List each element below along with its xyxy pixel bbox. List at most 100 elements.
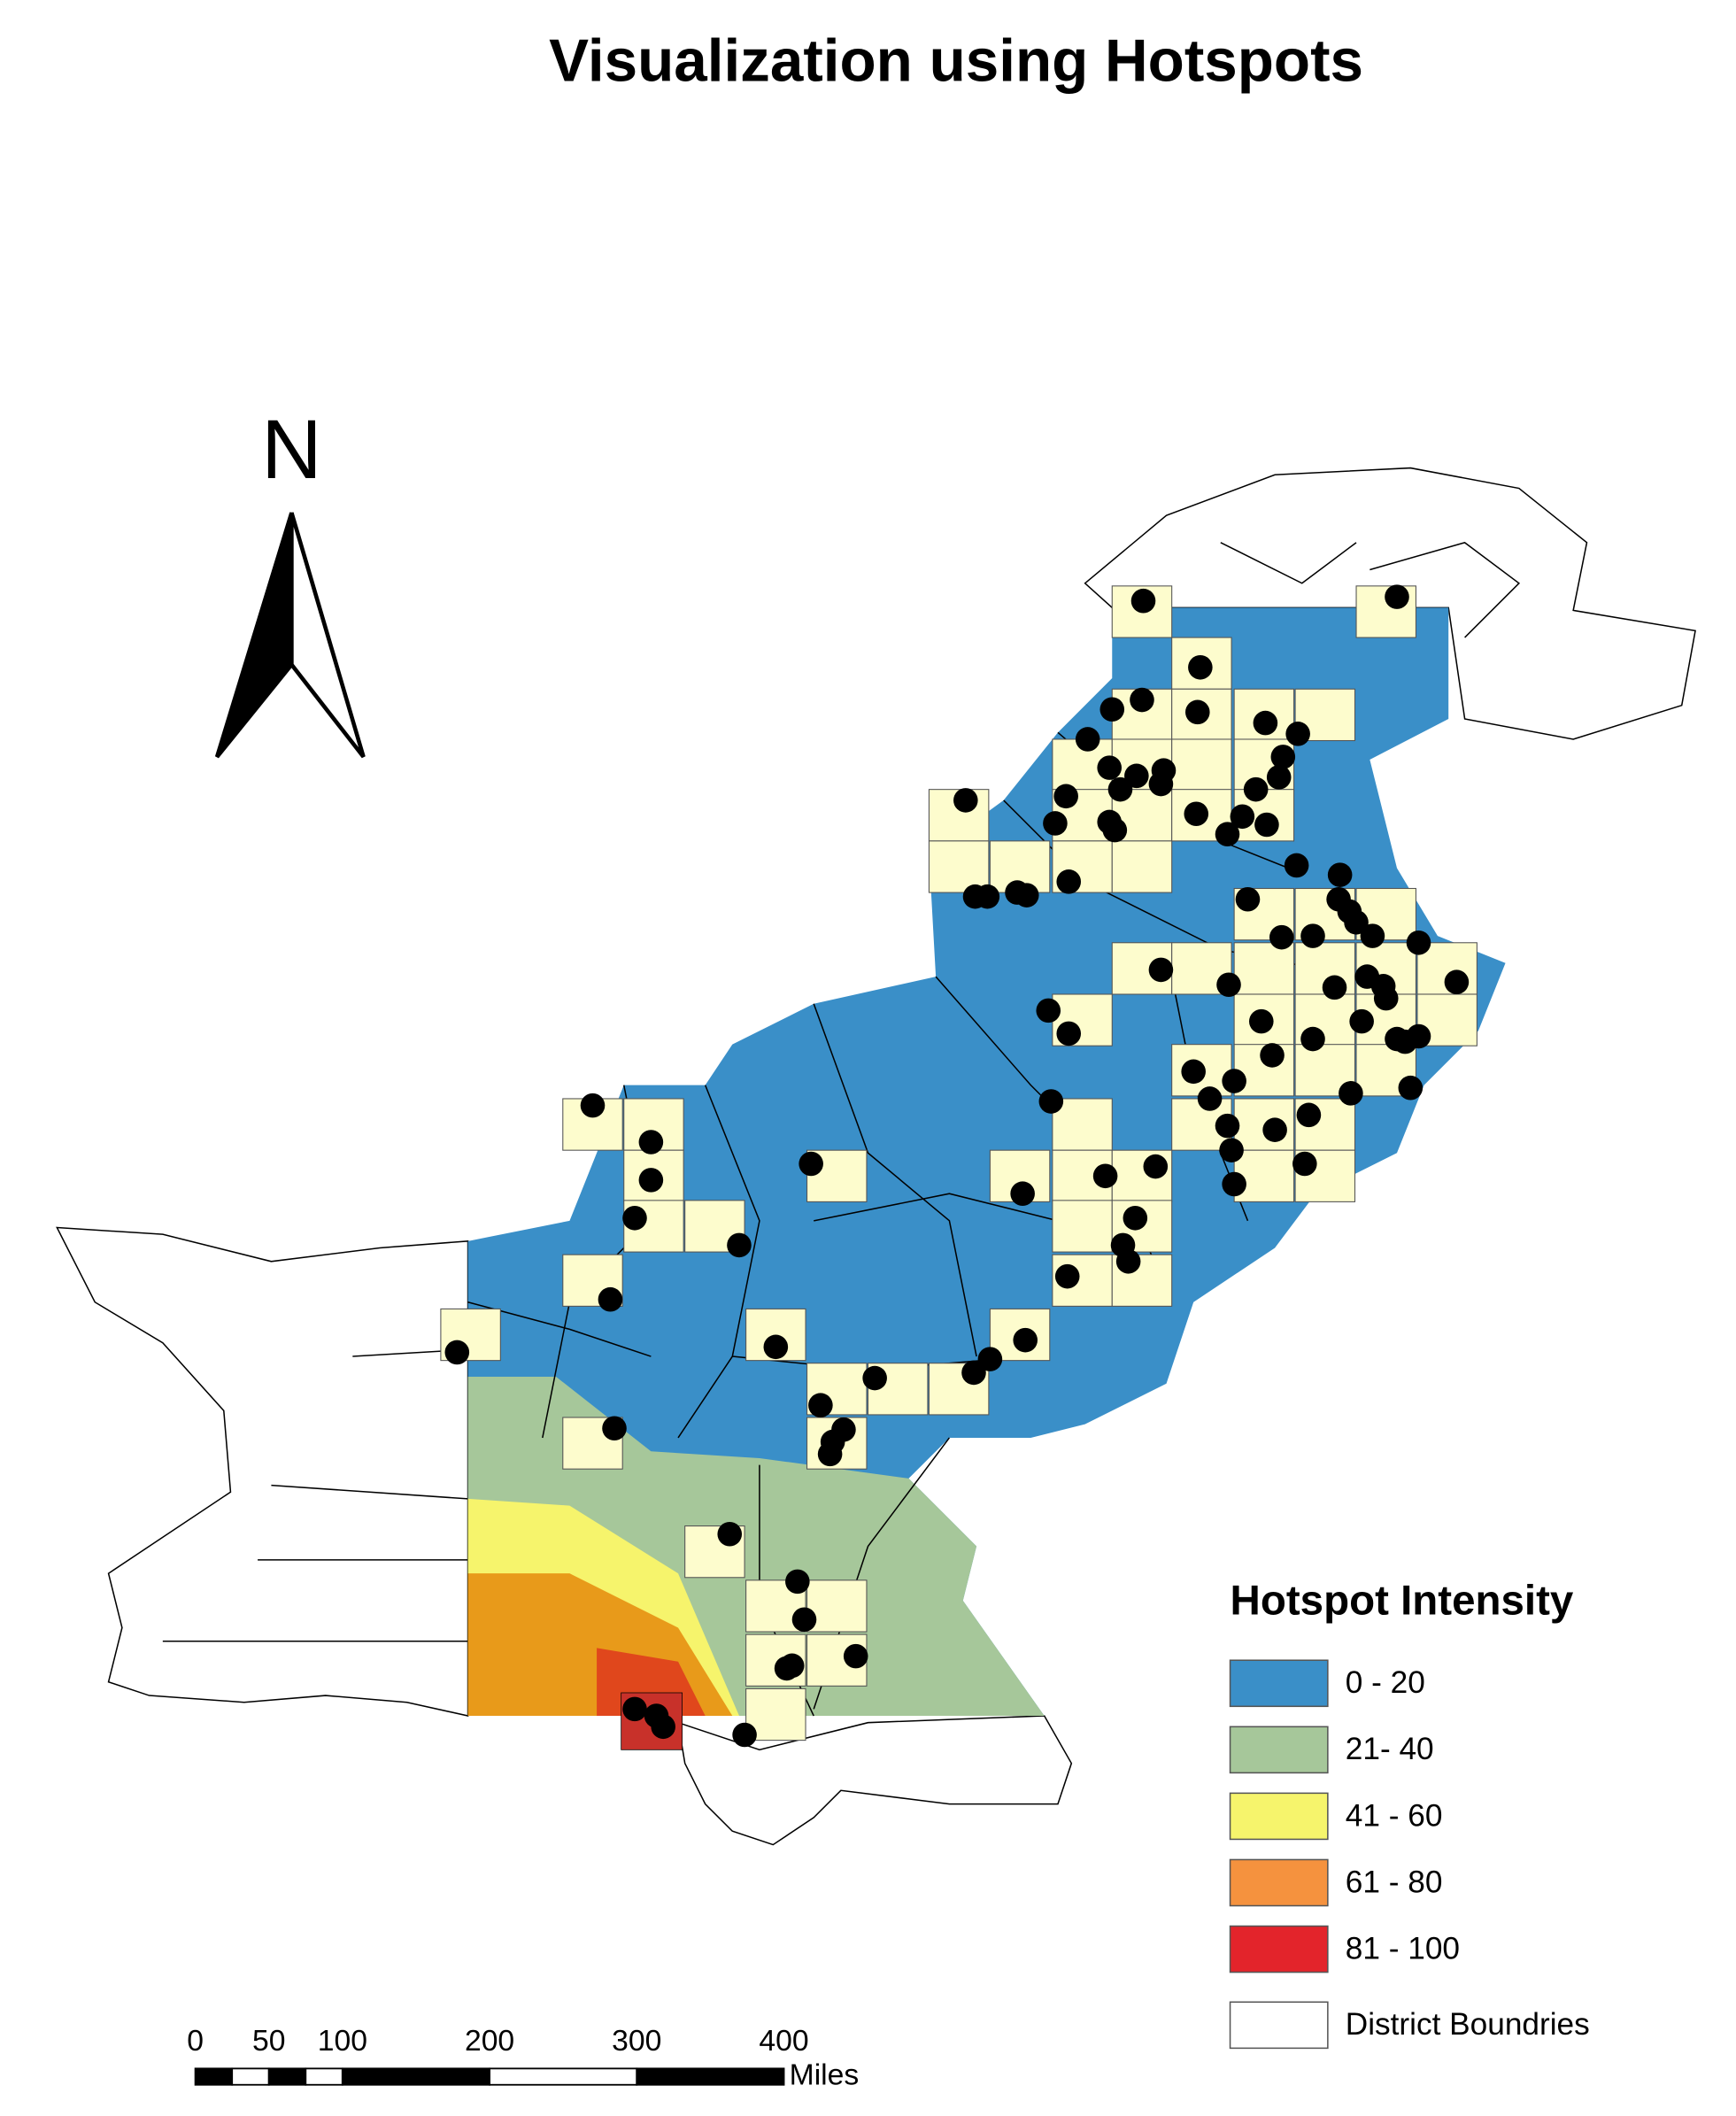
incident-dot xyxy=(1243,776,1269,802)
legend-label: 41 - 60 xyxy=(1346,1798,1443,1833)
incident-dot xyxy=(1235,886,1261,912)
incident-dot xyxy=(763,1334,789,1360)
incident-dot xyxy=(953,788,978,813)
incident-dot xyxy=(1130,588,1156,614)
legend-label: 61 - 80 xyxy=(1346,1865,1443,1899)
incident-dot xyxy=(1385,584,1409,609)
legend-swatch xyxy=(1229,1659,1329,1708)
hotspot-cell xyxy=(1355,887,1416,941)
incident-dot xyxy=(977,1347,1003,1371)
scale-tick-label: 0 xyxy=(187,2024,204,2058)
incident-dot xyxy=(1327,862,1353,887)
incident-dot xyxy=(1102,817,1128,843)
legend-swatch xyxy=(1229,1858,1329,1907)
legend-label: 0 - 20 xyxy=(1346,1665,1425,1700)
hotspot-cell xyxy=(745,1687,806,1741)
legend-swatch xyxy=(1229,1925,1329,1973)
boundary-outline xyxy=(1084,467,1696,740)
incident-dot xyxy=(1148,957,1174,983)
incident-dot xyxy=(1269,924,1294,950)
incident-dot xyxy=(1092,1163,1118,1189)
incident-dot xyxy=(1097,755,1122,780)
scale-segment xyxy=(636,2067,785,2086)
incident-dot xyxy=(1043,811,1068,836)
legend-label: 21- 40 xyxy=(1346,1732,1434,1766)
incident-dot xyxy=(1344,910,1369,935)
incident-dot xyxy=(799,1151,823,1177)
incident-dot xyxy=(1215,822,1240,847)
incident-dot xyxy=(1285,722,1310,746)
incident-dot xyxy=(774,1656,799,1681)
incident-dot xyxy=(1360,923,1385,948)
incident-dot xyxy=(808,1393,833,1417)
hotspot-cell xyxy=(928,840,990,893)
incident-dot xyxy=(1349,1008,1374,1034)
incident-dot xyxy=(1013,1327,1038,1353)
scale-segment xyxy=(231,2067,270,2086)
incident-dot xyxy=(1130,687,1154,713)
incident-dot xyxy=(817,1441,843,1467)
incident-dot xyxy=(1197,1086,1223,1111)
incident-dot xyxy=(1099,697,1125,722)
scale-segment xyxy=(194,2067,234,2086)
incident-dot xyxy=(622,1205,647,1231)
incident-dot xyxy=(862,1365,887,1391)
legend-label: 81 - 100 xyxy=(1346,1931,1460,1965)
incident-dot xyxy=(1322,975,1347,1000)
incident-dot xyxy=(1300,923,1325,948)
north-label: N xyxy=(261,403,322,497)
boundary-outline xyxy=(162,1348,468,1642)
incident-dot xyxy=(598,1286,623,1312)
legend-label: District Boundries xyxy=(1346,2007,1590,2042)
incident-dot xyxy=(1300,1026,1325,1052)
incident-dot xyxy=(1188,654,1213,680)
incident-dot xyxy=(732,1722,757,1748)
incident-dot xyxy=(1123,1205,1148,1231)
incident-dot xyxy=(1115,1249,1141,1274)
scale-unit: Miles xyxy=(790,2058,860,2091)
incident-dot xyxy=(1184,801,1209,827)
hotspot-cell xyxy=(1233,1149,1295,1202)
incident-dot xyxy=(785,1569,810,1595)
zone-0-20 xyxy=(467,607,1506,1717)
hotspot-cell xyxy=(1052,1200,1113,1253)
incident-dot xyxy=(1222,1171,1246,1197)
incident-dot xyxy=(1249,1008,1274,1034)
scale-segment xyxy=(489,2067,638,2086)
boundary-outline xyxy=(56,1226,469,1717)
incident-dot xyxy=(1260,1043,1285,1068)
incident-dot xyxy=(791,1607,817,1633)
incident-dot xyxy=(622,1696,647,1722)
incident-dot xyxy=(1270,745,1296,769)
hotspot-cell xyxy=(1171,738,1232,792)
incident-dot xyxy=(1262,1117,1287,1142)
incident-dot xyxy=(1406,930,1431,955)
north-arrow xyxy=(214,512,366,759)
incident-dot xyxy=(1444,969,1470,994)
boundary-outline xyxy=(677,1715,1073,1846)
map xyxy=(56,467,1696,1846)
incident-dot xyxy=(975,884,1000,909)
incident-dot xyxy=(1266,765,1292,790)
incident-dot xyxy=(638,1130,664,1155)
hotspot-cell xyxy=(806,1579,868,1633)
incident-dot xyxy=(1056,869,1082,894)
incident-dot xyxy=(1253,710,1278,736)
incident-dot xyxy=(1056,1021,1082,1046)
incident-dot xyxy=(1254,812,1279,838)
incident-dot xyxy=(1038,1089,1064,1114)
scale-tick-label: 200 xyxy=(465,2024,514,2058)
incident-dot xyxy=(1339,1081,1363,1106)
incident-dot xyxy=(1292,1151,1317,1177)
hotspot-cell xyxy=(1052,1098,1113,1151)
incident-dot xyxy=(1014,883,1039,907)
incident-dot xyxy=(1143,1154,1169,1179)
incident-dot xyxy=(602,1416,627,1441)
scale-tick-label: 300 xyxy=(612,2024,661,2058)
incident-dot xyxy=(1284,853,1309,878)
incident-dot xyxy=(1036,998,1061,1023)
legend-swatch xyxy=(1229,1792,1329,1841)
incident-dot xyxy=(1406,1023,1431,1049)
